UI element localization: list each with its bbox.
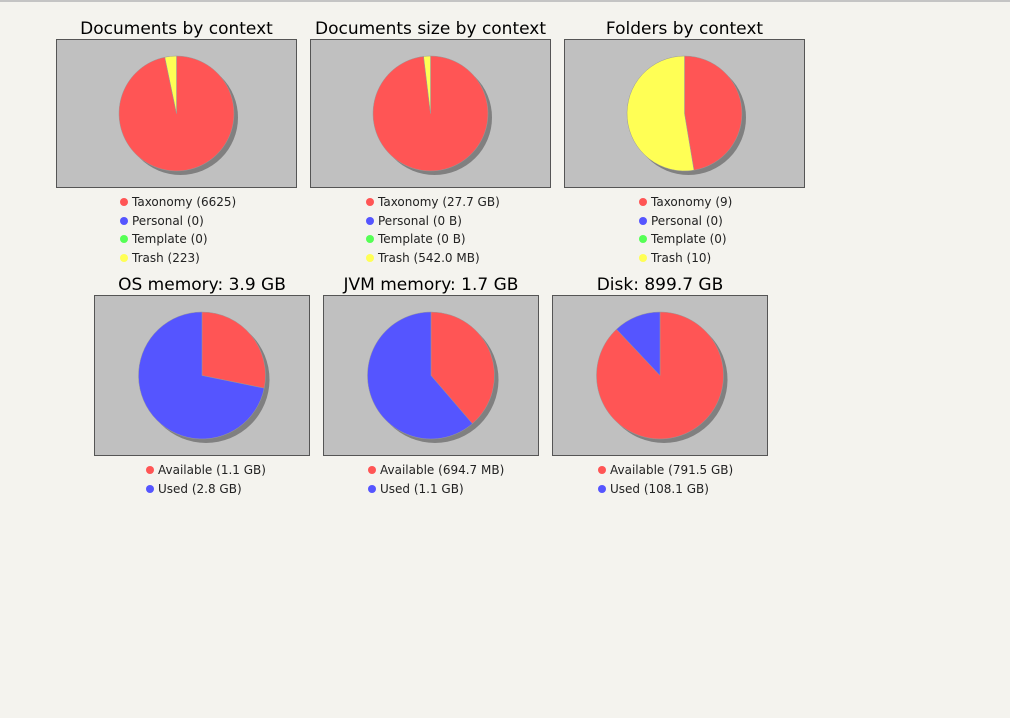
legend-swatch: [146, 484, 154, 493]
legend-jvm-memory: Available (694.7 MB) Used (1.1 GB): [368, 461, 504, 498]
legend-swatch: [368, 484, 376, 493]
legend-item-template: Template (0): [639, 230, 732, 249]
legend-swatch: [120, 235, 128, 244]
window-top-border: [0, 0, 1010, 2]
legend-item-trash: Trash (10): [639, 249, 732, 268]
pie-jvm-memory: [367, 311, 499, 443]
legend-item-template: Template (0 B): [366, 230, 500, 249]
pie-slice-used: [367, 311, 473, 440]
chart-title-folders: Folders by context: [605, 19, 764, 39]
plot-area-disk: [552, 295, 768, 456]
legend-swatch: [146, 466, 154, 474]
legend-label: Template (0): [651, 232, 727, 247]
legend-os-memory: Available (1.1 GB) Used (2.8 GB): [146, 461, 266, 498]
legend-swatch: [598, 466, 606, 474]
legend-item-taxonomy: Taxonomy (9): [639, 193, 732, 212]
legend-item-personal: Personal (0): [639, 212, 732, 231]
legend-label: Used (2.8 GB): [158, 481, 242, 496]
legend-label: Trash (10): [651, 251, 712, 266]
pie-documents-size: [372, 55, 492, 175]
chart-title-documents: Documents by context: [80, 19, 273, 39]
legend-item-used: Used (108.1 GB): [598, 480, 733, 499]
legend-label: Available (791.5 GB): [610, 463, 734, 477]
pie-slice-available: [201, 311, 266, 389]
legend-label: Personal (0 B): [378, 213, 462, 228]
legend-item-taxonomy: Taxonomy (27.7 GB): [366, 193, 500, 212]
pie-slice-used: [138, 311, 265, 440]
legend-label: Taxonomy (27.7 GB): [378, 195, 500, 209]
legend-item-taxonomy: Taxonomy (6625): [120, 193, 236, 212]
pie-slice-trash: [626, 55, 695, 172]
pie-slice-taxonomy: [684, 55, 743, 171]
legend-label: Taxonomy (6625): [132, 195, 237, 209]
legend-swatch: [598, 484, 606, 493]
legend-disk: Available (791.5 GB) Used (108.1 GB): [598, 461, 733, 498]
pie-slice-trash: [164, 55, 177, 114]
legend-label: Personal (0): [132, 213, 204, 228]
legend-label: Trash (223): [132, 251, 200, 266]
pie-slice-used: [616, 311, 661, 377]
legend-label: Template (0): [132, 232, 208, 247]
legend-swatch: [366, 254, 374, 263]
legend-item-used: Used (2.8 GB): [146, 480, 266, 499]
legend-label: Trash (542.0 MB): [378, 251, 480, 266]
chart-title-documents-size: Documents size by context: [314, 19, 547, 39]
legend-swatch: [120, 216, 128, 225]
pie-folders: [626, 55, 746, 175]
legend-item-available: Available (1.1 GB): [146, 461, 266, 480]
plot-area-os-memory: [94, 295, 310, 456]
legend-label: Personal (0): [651, 213, 723, 228]
chart-title-jvm-memory: JVM memory: 1.7 GB: [343, 275, 519, 295]
legend-item-personal: Personal (0): [120, 212, 236, 231]
plot-area-jvm-memory: [323, 295, 539, 456]
legend-label: Template (0 B): [378, 232, 466, 247]
plot-area-folders: [564, 39, 805, 188]
legend-swatch: [639, 216, 647, 225]
legend-documents: Taxonomy (6625) Personal (0) Template (0…: [120, 193, 236, 268]
legend-swatch: [639, 235, 647, 244]
legend-label: Available (1.1 GB): [158, 463, 266, 477]
legend-item-available: Available (791.5 GB): [598, 461, 733, 480]
legend-swatch: [120, 198, 128, 206]
legend-swatch: [120, 254, 128, 263]
pie-slice-trash: [423, 55, 431, 114]
legend-item-trash: Trash (542.0 MB): [366, 249, 500, 268]
legend-label: Used (1.1 GB): [380, 481, 464, 496]
legend-item-available: Available (694.7 MB): [368, 461, 504, 480]
pie-documents: [118, 55, 238, 175]
legend-swatch: [366, 216, 374, 225]
pie-os-memory: [138, 311, 270, 443]
legend-swatch: [639, 254, 647, 263]
chart-title-os-memory: OS memory: 3.9 GB: [118, 275, 286, 295]
legend-label: Available (694.7 MB): [380, 463, 505, 477]
legend-swatch: [639, 198, 647, 206]
legend-swatch: [368, 466, 376, 474]
pie-disk: [596, 311, 728, 443]
legend-label: Used (108.1 GB): [610, 481, 709, 496]
plot-area-documents-size: [310, 39, 551, 188]
legend-swatch: [366, 235, 374, 244]
legend-item-used: Used (1.1 GB): [368, 480, 504, 499]
legend-item-personal: Personal (0 B): [366, 212, 500, 231]
legend-item-template: Template (0): [120, 230, 236, 249]
chart-title-disk: Disk: 899.7 GB: [596, 275, 724, 295]
legend-item-trash: Trash (223): [120, 249, 236, 268]
pie-slice-available: [430, 311, 495, 425]
legend-swatch: [366, 198, 374, 206]
legend-folders: Taxonomy (9) Personal (0) Template (0) T…: [639, 193, 732, 268]
plot-area-documents: [56, 39, 297, 188]
legend-documents-size: Taxonomy (27.7 GB) Personal (0 B) Templa…: [366, 193, 500, 268]
legend-label: Taxonomy (9): [651, 195, 733, 209]
